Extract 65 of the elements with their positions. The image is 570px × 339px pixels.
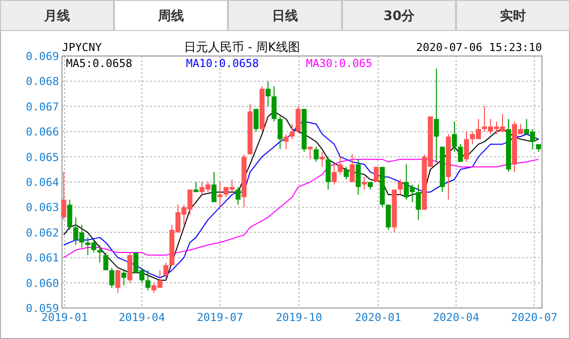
candlestick: [145, 270, 150, 291]
text: JPYCNY: [62, 41, 102, 54]
candlestick: [97, 244, 102, 264]
candlestick: [338, 156, 343, 175]
y-tick-label: 0.063: [26, 201, 59, 214]
candlestick: [434, 68, 439, 162]
y-tick-label: 0.066: [26, 126, 59, 139]
candlestick: [236, 186, 241, 206]
tab: 30分: [342, 0, 456, 31]
candlestick: [314, 146, 319, 162]
candlestick: [266, 80, 271, 107]
candlestick: [290, 124, 295, 140]
candlestick: [272, 86, 277, 122]
x-tick-label: 2019-10: [276, 311, 322, 324]
candlestick: [103, 252, 108, 271]
tab: 日线: [228, 0, 342, 31]
candlestick: [362, 176, 367, 190]
candlestick: [344, 166, 349, 180]
candlestick: [109, 267, 114, 288]
x-tick-label: 2019-01: [41, 311, 88, 324]
line-series: [63, 158, 540, 258]
y-tick-label: 0.069: [26, 50, 59, 63]
candlestick: [115, 270, 120, 294]
candlestick: [356, 158, 361, 196]
chart-title: 日元人民币 - 周K线图: [184, 40, 300, 54]
x-tick-label: 2020-01: [354, 311, 402, 324]
tab: 月线: [0, 0, 114, 31]
candlestick: [67, 199, 72, 230]
candlestick: [308, 146, 313, 160]
candlestick: [332, 164, 337, 186]
candlestick: [320, 151, 325, 168]
y-tick-label: 0.068: [26, 75, 59, 88]
y-tick-label: 0.065: [26, 150, 59, 164]
x-tick-label: 2019-07: [196, 311, 244, 324]
tab: 实时: [456, 0, 570, 31]
candlestick: [217, 182, 222, 208]
x-tick-label: 2020-07: [511, 311, 558, 324]
y-tick-label: 0.064: [26, 176, 60, 189]
candlestick: [398, 178, 403, 196]
text: 2020-07-06 15:23:10: [416, 41, 542, 54]
tab: 周线: [114, 0, 228, 31]
candlestick: [458, 144, 463, 162]
text: MA30:0.065: [306, 57, 372, 70]
x-tick-label: 2019-04: [118, 311, 166, 324]
y-tick-label: 0.062: [26, 226, 59, 240]
candlestick: [452, 121, 457, 152]
y-tick-label: 0.061: [26, 252, 59, 265]
candlestick: [326, 156, 331, 190]
candlestick: [211, 171, 216, 203]
candlestick: [350, 154, 355, 182]
candlestick: [386, 204, 391, 230]
candlestick: [61, 171, 66, 220]
candlestick: [163, 262, 168, 278]
x-tick-label: 2020-04: [432, 311, 480, 324]
candlestick: [284, 134, 289, 150]
y-tick-label: 0.060: [26, 276, 59, 290]
candlestick: [296, 106, 301, 132]
candlestick: [416, 184, 421, 220]
text: MA10:0.0658: [186, 57, 259, 70]
candlestick: [254, 108, 259, 132]
candlestick: [464, 131, 469, 162]
text: MA5:0.0658: [66, 57, 132, 70]
candlestick: [278, 116, 283, 150]
candlestick: [121, 270, 126, 286]
y-tick-label: 0.067: [26, 100, 59, 114]
